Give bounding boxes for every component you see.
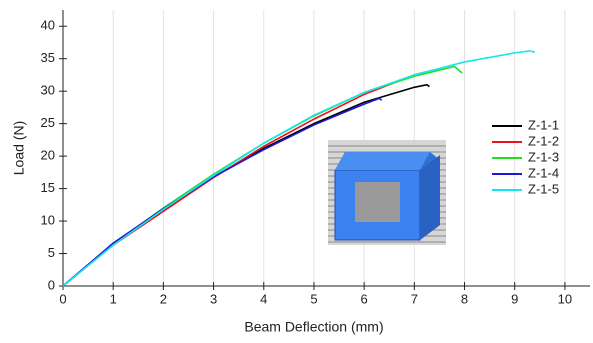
- y-tick-label: 5: [48, 245, 55, 260]
- x-tick-label: 5: [310, 291, 317, 306]
- series-line: [63, 51, 535, 286]
- y-tick-label: 35: [41, 50, 55, 65]
- x-tick-label: 10: [558, 291, 572, 306]
- x-tick-label: 2: [160, 291, 167, 306]
- y-tick-label: 30: [41, 83, 55, 98]
- x-tick-label: 8: [461, 291, 468, 306]
- legend-label: Z-1-4: [528, 165, 559, 180]
- x-tick-label: 9: [511, 291, 518, 306]
- x-tick-label: 3: [210, 291, 217, 306]
- x-tick-label: 7: [411, 291, 418, 306]
- legend-label: Z-1-1: [528, 117, 559, 132]
- x-tick-label: 4: [260, 291, 267, 306]
- inset-render: [328, 140, 446, 245]
- y-axis-label: Load (N): [11, 121, 27, 175]
- x-tick-label: 6: [361, 291, 368, 306]
- y-tick-label: 25: [41, 115, 55, 130]
- y-tick-label: 20: [41, 148, 55, 163]
- x-tick-label: 0: [59, 291, 66, 306]
- y-tick-label: 15: [41, 180, 55, 195]
- x-tick-label: 1: [110, 291, 117, 306]
- y-tick-label: 40: [41, 18, 55, 33]
- y-tick-label: 10: [41, 212, 55, 227]
- legend-label: Z-1-3: [528, 149, 559, 164]
- legend-label: Z-1-2: [528, 133, 559, 148]
- legend-label: Z-1-5: [528, 181, 559, 196]
- chart: Beam Deflection (mm) Load (N) 0 1 2 3 4 5 6 7 8 9…: [0, 0, 593, 343]
- x-axis-label: Beam Deflection (mm): [244, 319, 383, 335]
- y-tick-label: 0: [48, 277, 55, 292]
